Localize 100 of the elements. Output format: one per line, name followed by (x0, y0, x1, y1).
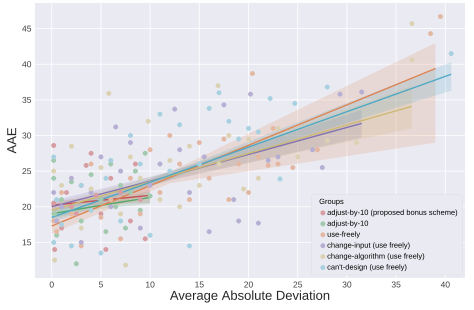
point (256, 220, 261, 226)
point (51, 168, 56, 174)
point (324, 84, 330, 90)
x-tick-label: 20 (244, 282, 253, 288)
point (128, 140, 133, 146)
point (226, 197, 232, 202)
point (74, 211, 79, 216)
point (51, 240, 56, 245)
point (278, 176, 283, 182)
point (231, 197, 236, 202)
point (123, 262, 128, 268)
point (52, 211, 58, 216)
point (148, 194, 153, 199)
point (409, 57, 414, 62)
point (51, 176, 56, 181)
point (409, 21, 414, 26)
point (250, 71, 255, 76)
point (186, 190, 192, 195)
point (236, 136, 242, 142)
x-tick-label: 5 (98, 282, 103, 288)
point (88, 150, 94, 156)
point (246, 190, 252, 195)
x-tick-label: 15 (195, 282, 204, 288)
point (108, 197, 114, 202)
point (320, 165, 325, 170)
point (132, 168, 138, 174)
point (108, 204, 114, 210)
point (314, 147, 320, 152)
point (290, 165, 296, 170)
point (206, 176, 212, 181)
point (216, 83, 221, 88)
point (59, 204, 64, 210)
y-tick-label: 35 (22, 96, 32, 103)
point (68, 243, 74, 248)
point (123, 226, 128, 231)
point (108, 158, 114, 163)
point (167, 168, 172, 174)
point (68, 144, 74, 149)
point (226, 133, 232, 138)
point (236, 162, 242, 166)
point (84, 162, 89, 168)
x-tick-label: 30 (342, 282, 352, 288)
point (64, 190, 69, 195)
point (148, 147, 153, 152)
point (132, 162, 138, 166)
x-tick-label: 10 (146, 282, 155, 288)
point (276, 162, 281, 166)
point (54, 229, 60, 234)
point (172, 106, 178, 112)
point (128, 190, 133, 195)
point (118, 236, 124, 242)
y-tick-label: 45 (22, 26, 32, 32)
point (221, 136, 226, 142)
point (142, 236, 148, 242)
point (138, 162, 143, 166)
point (157, 197, 162, 202)
y-tick-label: 20 (22, 204, 32, 210)
point (268, 96, 273, 101)
point (51, 200, 56, 206)
point (202, 154, 207, 160)
point (186, 144, 192, 149)
point (98, 165, 104, 170)
point (59, 190, 64, 195)
point (206, 106, 212, 111)
point (438, 14, 443, 20)
point (51, 142, 56, 148)
point (98, 197, 104, 202)
point (106, 90, 112, 96)
point (246, 136, 252, 142)
point (118, 211, 124, 216)
point (128, 176, 133, 181)
point (221, 102, 226, 108)
point (216, 90, 222, 96)
point (98, 154, 104, 160)
point (113, 124, 118, 130)
point (54, 197, 60, 202)
point (51, 154, 56, 160)
y-axis-title: AAE (7, 128, 16, 154)
point (310, 147, 315, 152)
point (270, 126, 276, 131)
x-tick-label: 25 (293, 282, 302, 288)
point (266, 162, 271, 168)
y-tick-label: 40 (22, 61, 32, 68)
point (108, 176, 114, 181)
x-axis-title: Average Absolute Deviation (170, 290, 330, 303)
point (74, 261, 79, 266)
point (88, 186, 94, 192)
point (103, 246, 108, 252)
point (52, 246, 58, 252)
point (177, 162, 182, 166)
point (157, 190, 162, 195)
point (354, 140, 360, 146)
point (206, 229, 212, 234)
point (59, 222, 64, 228)
x-tick-label: 0 (50, 282, 54, 288)
point (94, 192, 99, 198)
point (216, 162, 222, 166)
point (98, 214, 104, 220)
point (196, 182, 202, 188)
point (128, 133, 133, 138)
